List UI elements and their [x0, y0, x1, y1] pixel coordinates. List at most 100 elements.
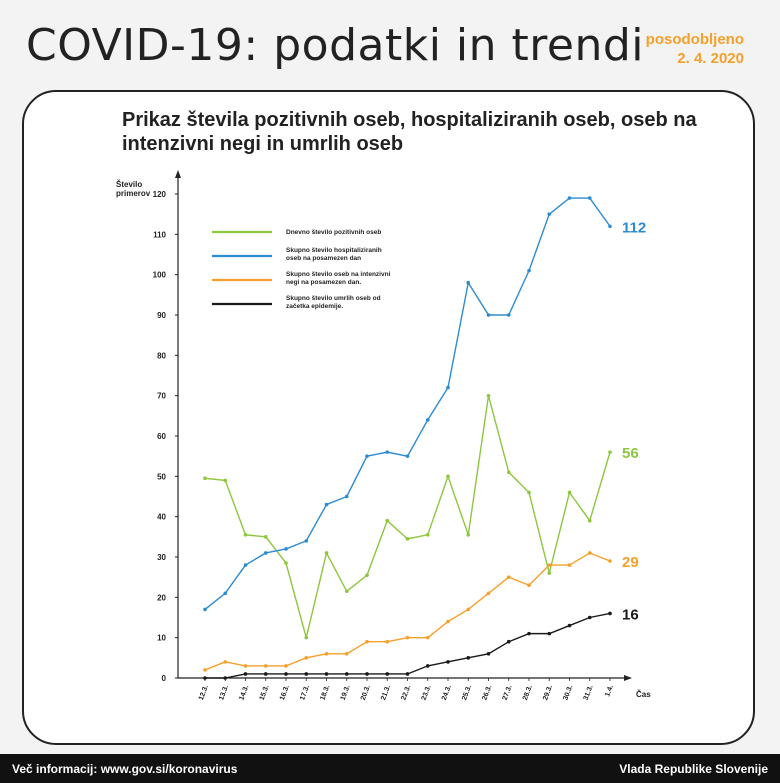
- data-point: [486, 393, 491, 398]
- data-point: [567, 563, 572, 567]
- data-point: [466, 280, 471, 285]
- data-point: [223, 478, 228, 483]
- footer: Več informacij: www.gov.si/koronavirus V…: [0, 754, 780, 783]
- legend-label: Skupno število hospitaliziranih oseb na p…: [286, 247, 382, 262]
- data-point: [527, 631, 531, 636]
- y-tick-label: 80: [157, 351, 166, 360]
- data-point: [506, 639, 511, 644]
- legend-label: Skupno število oseb na intenzivni negi na…: [286, 271, 391, 286]
- data-point: [263, 551, 268, 555]
- data-point: [425, 418, 430, 422]
- data-point: [365, 573, 369, 577]
- data-point: [567, 196, 572, 200]
- data-point: [385, 639, 390, 644]
- data-point: [344, 494, 349, 499]
- data-point: [365, 639, 369, 644]
- x-tick-label: 19.3.: [340, 684, 352, 701]
- data-point: [385, 672, 390, 676]
- data-point: [506, 575, 511, 579]
- footer-credit: Vlada Republike Slovenije: [619, 762, 768, 776]
- legend: Dnevno število pozitivnih oseb Skupno šte…: [212, 229, 391, 310]
- data-point: [547, 563, 552, 567]
- data-point: [284, 561, 288, 565]
- data-point: [425, 664, 430, 668]
- data-point: [263, 535, 268, 539]
- data-point: [486, 591, 491, 596]
- data-point: [223, 676, 228, 680]
- updated-info: posodobljeno 2. 4. 2020: [646, 30, 744, 68]
- updated-date: 2. 4. 2020: [677, 50, 744, 67]
- data-point: [284, 547, 288, 551]
- data-point: [385, 450, 390, 454]
- data-point: [263, 672, 268, 676]
- data-point: [446, 619, 450, 624]
- x-tick-label: 14.3.: [238, 684, 250, 701]
- data-point: [324, 551, 329, 555]
- series-4: 16: [203, 606, 639, 680]
- page-title: COVID-19: podatki in trendi: [26, 20, 644, 71]
- end-value-label: 29: [622, 554, 639, 571]
- data-point: [344, 672, 349, 676]
- x-tick-label: 23.3.: [421, 684, 433, 701]
- x-tick-label: 16.3.: [279, 684, 291, 701]
- end-value-label: 112: [622, 219, 646, 236]
- data-point: [608, 611, 612, 616]
- series-1: 56: [203, 393, 639, 640]
- data-point: [425, 635, 430, 640]
- footer-info-link[interactable]: Več informacij: www.gov.si/koronavirus: [12, 762, 238, 776]
- x-tick-label: 25.3.: [461, 684, 473, 701]
- x-axis-arrow: [624, 675, 632, 681]
- data-point: [304, 672, 309, 676]
- data-point: [547, 571, 552, 575]
- x-tick-label: 12.3.: [198, 684, 210, 701]
- data-point: [486, 652, 491, 656]
- x-tick-label: 29.3.: [542, 684, 554, 701]
- data-point: [324, 502, 329, 507]
- x-tick-label: 27.3.: [502, 684, 514, 701]
- data-point: [365, 672, 369, 676]
- data-point: [365, 454, 369, 458]
- data-point: [223, 660, 228, 664]
- data-point: [587, 196, 592, 200]
- data-point: [304, 656, 309, 660]
- data-point: [203, 668, 207, 672]
- data-point: [284, 664, 288, 668]
- data-point: [466, 607, 471, 612]
- data-point: [203, 607, 207, 612]
- data-point: [466, 656, 471, 660]
- data-point: [263, 664, 268, 668]
- data-point: [324, 672, 329, 676]
- data-point: [405, 454, 410, 458]
- x-tick-label: 20.3.: [360, 684, 372, 701]
- x-tick-label: 28.3.: [522, 684, 534, 701]
- data-point: [243, 664, 248, 668]
- x-tick-label: 21.3.: [380, 684, 392, 701]
- chart-card: [22, 90, 755, 745]
- x-tick-label: 1.4.: [604, 684, 615, 697]
- x-ticks: 12.3. 13.3. 14.3. 15.3. 16.3. 17.3. 18.3. 19.3.…: [198, 678, 615, 701]
- y-tick-label: 70: [157, 392, 166, 401]
- data-point: [506, 470, 511, 475]
- data-point: [344, 652, 349, 656]
- x-tick-label: 26.3.: [481, 684, 493, 701]
- y-ticks: 0 10 20 30 40 50 60 70 80 90 100 110 120: [153, 190, 178, 683]
- data-point: [466, 533, 471, 537]
- data-point: [344, 589, 349, 594]
- x-tick-label: 30.3.: [562, 684, 574, 701]
- data-point: [304, 635, 309, 640]
- y-tick-label: 110: [153, 230, 166, 239]
- data-point: [608, 559, 612, 563]
- y-tick-label: 20: [157, 593, 166, 602]
- y-tick-label: 60: [157, 432, 166, 441]
- end-value-label: 16: [622, 606, 639, 623]
- y-tick-label: 50: [157, 472, 166, 481]
- x-tick-label: 31.3.: [583, 684, 595, 701]
- data-point: [425, 533, 430, 537]
- series-line: [204, 395, 611, 638]
- series-line: [205, 612, 611, 679]
- data-point: [304, 539, 309, 543]
- data-point: [547, 212, 552, 216]
- updated-label: posodobljeno: [645, 31, 744, 48]
- data-point: [223, 591, 228, 596]
